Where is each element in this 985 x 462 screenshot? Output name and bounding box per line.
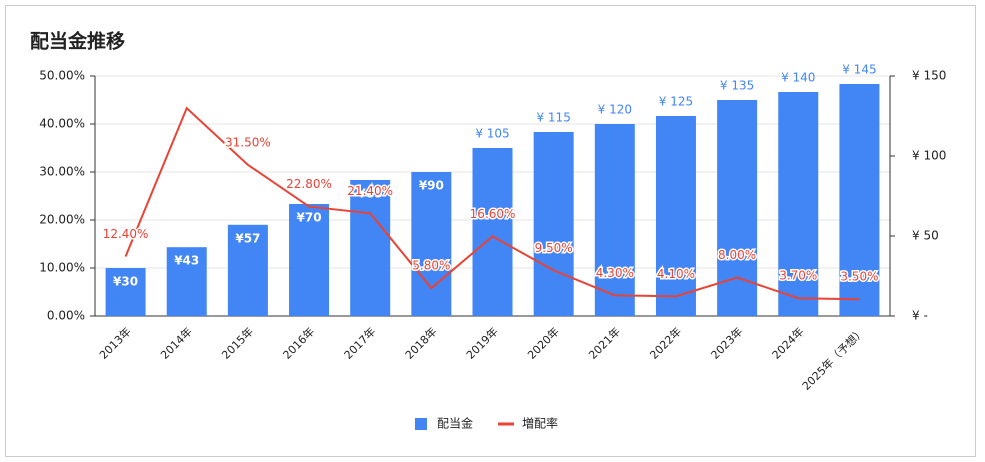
bar-value-label: ¥ 120 [598, 103, 632, 117]
bar [472, 148, 513, 316]
y-tick-label: 50.00% [39, 69, 85, 83]
bar [717, 100, 758, 316]
chart-title: 配当金推移 [30, 30, 125, 53]
bar [594, 124, 635, 316]
bar-value-label: ¥ 135 [720, 79, 754, 93]
line-value-label: 12.40% [103, 227, 149, 241]
bar [778, 92, 819, 316]
line-value-label: 4.30% [596, 266, 634, 280]
y-tick-label: 40.00% [39, 117, 85, 131]
line-value-label: 3.70% [779, 269, 817, 283]
bar [289, 204, 330, 316]
bar-value-label: ¥ 105 [475, 127, 509, 141]
y2-tick-label: ¥ - [912, 309, 928, 323]
y-tick-label: 10.00% [39, 261, 85, 275]
line-value-label: 8.00% [718, 248, 756, 262]
bar-value-label: ¥ 115 [536, 111, 570, 125]
bar [227, 224, 268, 316]
bar [839, 84, 880, 316]
bar-value-label: ¥30 [113, 275, 138, 289]
bar-value-label: ¥70 [297, 211, 322, 225]
line-value-label: 16.60% [470, 207, 516, 221]
line-value-label: 21.40% [347, 184, 393, 198]
bar-value-label: ¥85 [358, 187, 383, 201]
y-tick-label: 20.00% [39, 213, 85, 227]
line-value-label: 5.80% [412, 259, 450, 273]
line-value-label: 31.50% [225, 135, 271, 149]
bar [655, 116, 696, 316]
bar-value-label: ¥ 125 [659, 95, 693, 109]
bar [533, 132, 574, 316]
y-tick-label: 0.00% [47, 309, 85, 323]
bar-value-label: ¥57 [235, 231, 260, 245]
bar-value-label: ¥ 145 [842, 63, 876, 77]
y-tick-label: 30.00% [39, 165, 85, 179]
bar-value-label: ¥ 140 [781, 71, 815, 85]
line-value-label: 9.50% [535, 241, 573, 255]
legend-label: 配当金 [437, 416, 473, 431]
line [124, 106, 860, 301]
line-value-label: 4.10% [657, 267, 695, 281]
line-value-label: 22.80% [286, 177, 332, 191]
y2-tick-label: ¥ 50 [912, 229, 939, 243]
bar-value-label: ¥43 [174, 254, 199, 268]
bar-value-label: ¥90 [419, 179, 444, 193]
bar [166, 247, 207, 316]
bar [350, 180, 391, 316]
y2-tick-label: ¥ 100 [912, 149, 946, 163]
bar [411, 172, 452, 316]
bar [105, 268, 146, 316]
y2-tick-label: ¥ 150 [912, 69, 946, 83]
legend-swatch [415, 418, 427, 430]
legend-label: 増配率 [522, 416, 558, 431]
line-value-label: 3.50% [840, 270, 878, 284]
